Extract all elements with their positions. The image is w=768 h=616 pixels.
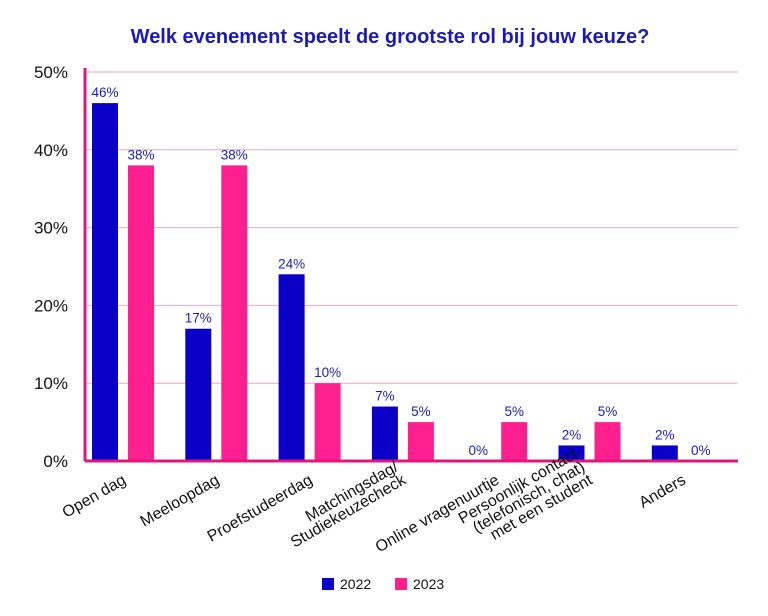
x-tick-label: Meeloopdag: [138, 472, 223, 531]
bar-2022-0: [92, 103, 118, 462]
data-label: 10%: [314, 365, 341, 380]
bar-2023-2: [314, 383, 341, 461]
data-label: 5%: [598, 404, 618, 419]
legend-swatch-2023: [395, 578, 407, 590]
legend: 2022 2023: [322, 576, 444, 592]
bar-2022-3: [371, 406, 398, 461]
bar-2023-5: [594, 422, 621, 461]
bar-2023-1: [221, 165, 248, 462]
bar-2023-3: [407, 422, 434, 461]
x-tick-label: Open dag: [60, 472, 129, 522]
bar-2023-4: [501, 422, 528, 461]
data-label: 24%: [278, 256, 305, 271]
data-label: 0%: [691, 443, 711, 458]
bar-2022-6: [651, 445, 678, 461]
y-tick-label: 40%: [34, 141, 68, 160]
data-label: 5%: [411, 404, 431, 419]
data-label: 2%: [562, 427, 582, 442]
data-label: 2%: [655, 427, 675, 442]
gridlines: [85, 71, 738, 384]
chart-title: Welk evenement speelt de grootste rol bi…: [131, 26, 650, 48]
bar-2022-1: [185, 328, 212, 461]
y-tick-label: 10%: [34, 374, 68, 393]
data-label: 38%: [221, 147, 248, 162]
data-label: 7%: [375, 389, 395, 404]
y-tick-label: 0%: [43, 452, 68, 471]
legend-label: 2023: [413, 576, 444, 592]
data-label: 38%: [127, 147, 154, 162]
x-tick-label-line: Meeloopdag: [138, 472, 223, 531]
y-axis-ticks: 0% 10% 20% 30% 40% 50%: [34, 63, 68, 471]
y-tick-label: 50%: [34, 63, 68, 82]
data-label: 46%: [91, 85, 118, 100]
x-tick-label: Anders: [636, 472, 688, 512]
data-labels: 46% 17% 24% 7% 0% 2% 2% 38% 38% 10% 5% 5% 5% 0%: [91, 85, 710, 458]
y-tick-label: 30%: [34, 219, 68, 238]
data-label: 0%: [468, 443, 488, 458]
bars: [92, 103, 678, 462]
y-tick-label: 20%: [34, 296, 68, 315]
x-tick-label-line: Anders: [636, 472, 688, 512]
bar-2023-0: [128, 165, 154, 462]
bar-2022-2: [278, 274, 305, 461]
legend-label: 2022: [340, 576, 371, 592]
data-label: 5%: [504, 404, 524, 419]
bar-2022-5: [558, 445, 585, 461]
data-label: 17%: [185, 311, 212, 326]
legend-swatch-2022: [322, 578, 334, 590]
x-tick-label-line: Open dag: [60, 472, 129, 522]
